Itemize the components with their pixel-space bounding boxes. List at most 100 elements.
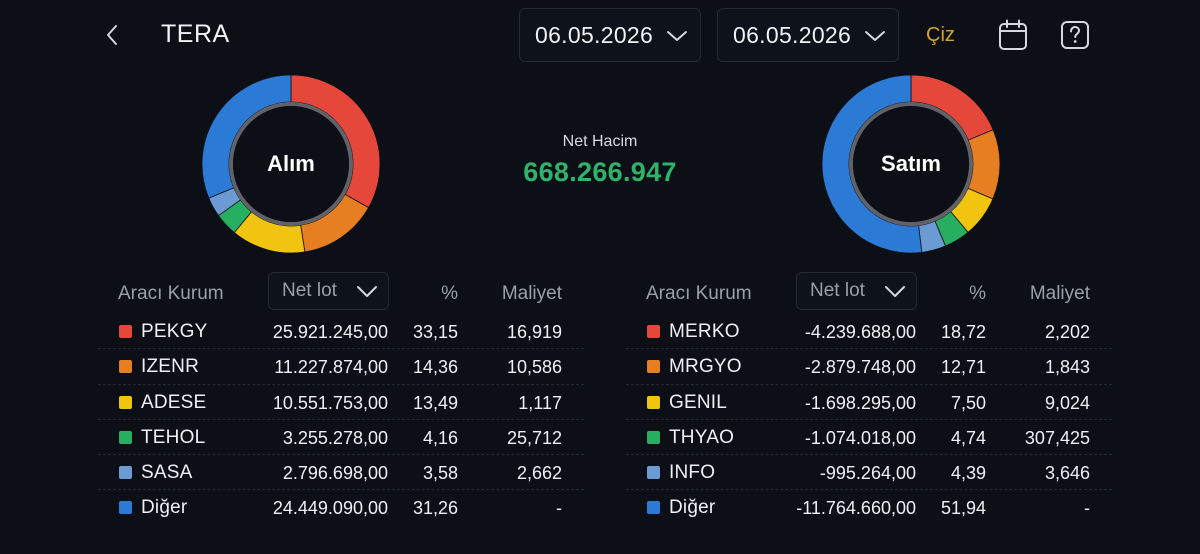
sell-table-body: MERKO -4.239.688,00 18,72 2,202 MRGYO -2.879…: [626, 314, 1112, 526]
help-icon: [1061, 21, 1089, 49]
table-row[interactable]: MERKO -4.239.688,00 18,72 2,202: [626, 314, 1112, 350]
broker-name: ADESE: [141, 391, 207, 413]
percent-value: 4,74: [950, 427, 986, 448]
net-lot-value: 11.227.874,00: [274, 357, 388, 378]
buy-table-body: PEKGY 25.921.245,00 33,15 16,919 IZENR 11.22…: [98, 314, 584, 526]
buy-metric-value: Net lot: [282, 280, 337, 301]
table-row[interactable]: GENIL -1.698.295,00 7,50 9,024: [626, 385, 1112, 420]
net-lot-value: 10.551.753,00: [272, 392, 388, 413]
broker-name: THYAO: [669, 426, 735, 448]
table-row[interactable]: ADESE 10.551.753,00 13,49 1,117: [98, 385, 584, 420]
buy-donut-rim: [229, 102, 353, 226]
sell-table-header: Aracı Kurum Net lot % Maliyet: [626, 270, 1112, 314]
chevron-down-icon: [667, 31, 687, 41]
legend-swatch: [119, 395, 132, 409]
percent-value: 13,49: [412, 392, 458, 413]
table-row[interactable]: PEKGY 25.921.245,00 33,15 16,919: [98, 314, 584, 350]
end-date-value: 06.05.2026: [733, 21, 852, 48]
cost-value: 9,024: [1044, 392, 1090, 413]
legend-swatch: [647, 360, 660, 374]
buy-donut-label: Alım: [267, 151, 315, 176]
calendar-button[interactable]: [997, 18, 1029, 52]
net-lot-value: -2.879.748,00: [804, 357, 916, 378]
chevron-left-icon: [107, 25, 117, 45]
legend-swatch: [647, 325, 660, 338]
net-volume: Net Hacim 668.266.947: [450, 133, 750, 188]
buy-donut-hole: [233, 106, 349, 222]
percent-column-header: %: [441, 283, 458, 304]
broker-name: INFO: [669, 462, 716, 484]
table-row[interactable]: TEHOL 3.255.278,00 4,16 25,712: [98, 420, 584, 456]
percent-value: 12,71: [940, 357, 986, 378]
sell-donut-svg: [821, 74, 1001, 254]
cost-value: 3,646: [1044, 463, 1090, 484]
percent-value: 4,16: [422, 427, 458, 448]
percent-value: 31,26: [412, 498, 458, 519]
buy-table: Aracı Kurum Net lot % Maliyet PEKGY 25.92…: [98, 270, 584, 526]
broker-name: MERKO: [669, 321, 740, 342]
table-row[interactable]: MRGYO -2.879.748,00 12,71 1,843: [626, 349, 1112, 385]
broker-name: PEKGY: [141, 321, 208, 342]
net-lot-value: -1.074.018,00: [804, 427, 916, 448]
legend-swatch: [647, 395, 660, 409]
net-lot-value: -4.239.688,00: [804, 322, 916, 342]
legend-swatch: [119, 501, 132, 515]
broker-name: MRGYO: [669, 356, 742, 378]
cost-column-header: Maliyet: [501, 283, 562, 304]
percent-value: 33,15: [412, 322, 458, 342]
net-lot-value: -995.264,00: [819, 463, 916, 484]
cost-value: 307,425: [1024, 427, 1090, 448]
net-lot-value: 25.921.245,00: [272, 322, 388, 342]
sell-metric-select[interactable]: Net lot: [796, 272, 917, 310]
legend-swatch: [647, 466, 660, 480]
table-row[interactable]: Diğer 24.449.090,00 31,26 -: [98, 490, 584, 525]
net-volume-value: 668.266.947: [523, 157, 677, 187]
start-date-select[interactable]: 06.05.2026: [519, 8, 701, 62]
percent-value: 14,36: [412, 357, 458, 378]
broker-name: TEHOL: [141, 426, 206, 448]
table-row[interactable]: Diğer -11.764.660,00 51,94 -: [626, 490, 1112, 525]
table-row[interactable]: IZENR 11.227.874,00 14,36 10,586: [98, 349, 584, 385]
percent-value: 18,72: [940, 322, 986, 342]
sell-metric-value: Net lot: [810, 280, 865, 301]
calendar-icon: [999, 19, 1027, 50]
legend-swatch: [119, 430, 132, 444]
cost-value: 16,919: [506, 322, 562, 342]
net-lot-value: 3.255.278,00: [282, 427, 388, 448]
sell-table: Aracı Kurum Net lot % Maliyet MERKO -4.23…: [626, 270, 1112, 526]
buy-table-header: Aracı Kurum Net lot % Maliyet: [98, 270, 584, 314]
back-button[interactable]: [98, 20, 126, 50]
net-lot-value: 2.796.698,00: [282, 463, 388, 484]
cost-value: -: [556, 498, 562, 519]
page-title: TERA: [161, 20, 230, 48]
buy-metric-select[interactable]: Net lot: [268, 272, 389, 310]
table-row[interactable]: THYAO -1.074.018,00 4,74 307,425: [626, 420, 1112, 456]
help-button[interactable]: [1059, 18, 1091, 52]
net-lot-value: -1.698.295,00: [804, 392, 916, 413]
top-bar: TERA 06.05.2026 06.05.2026 Çiz: [0, 0, 1200, 70]
cost-value: -: [1084, 498, 1090, 519]
net-lot-value: 24.449.090,00: [272, 498, 388, 519]
end-date-select[interactable]: 06.05.2026: [717, 8, 899, 62]
broker-column-header: Aracı Kurum: [646, 283, 752, 304]
table-row[interactable]: INFO -995.264,00 4,39 3,646: [626, 455, 1112, 491]
percent-value: 51,94: [940, 498, 986, 519]
cost-value: 1,843: [1044, 357, 1090, 378]
net-lot-value: -11.764.660,00: [796, 498, 916, 519]
legend-swatch: [647, 501, 660, 515]
broker-name: Diğer: [141, 497, 188, 519]
table-row[interactable]: SASA 2.796.698,00 3,58 2,662: [98, 455, 584, 491]
chevron-down-icon: [865, 31, 885, 41]
broker-name: SASA: [141, 462, 193, 484]
broker-column-header: Aracı Kurum: [118, 283, 224, 304]
draw-button[interactable]: Çiz: [926, 24, 955, 46]
buy-donut-svg: [201, 74, 381, 254]
cost-value: 10,586: [506, 357, 562, 378]
broker-name: IZENR: [141, 356, 199, 378]
sell-slice-diğer: [821, 74, 923, 254]
cost-value: 1,117: [518, 392, 562, 413]
cost-value: 2,202: [1044, 322, 1090, 342]
chevron-down-icon: [357, 286, 377, 297]
cost-value: 2,662: [516, 463, 562, 484]
sell-donut-label: Satım: [881, 151, 941, 176]
